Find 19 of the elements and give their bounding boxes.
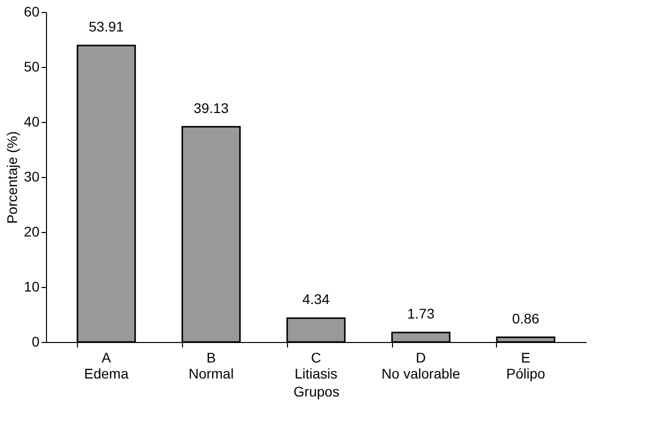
x-axis-title: Grupos: [294, 384, 340, 400]
y-tick-label: 60: [24, 4, 40, 20]
y-tick-label: 30: [24, 168, 40, 184]
data-label: 1.73: [407, 305, 435, 322]
data-label: 39.13: [194, 100, 229, 116]
x-tick-label: A Edema: [84, 350, 129, 382]
y-tick-label: 20: [24, 224, 40, 240]
x-tick-label: E Pólipo: [506, 350, 546, 382]
y-tick-label: 40: [24, 114, 40, 130]
data-label: 53.91: [88, 18, 124, 34]
x-tick-label: D No valorable: [382, 350, 460, 382]
x-tick-label: B Normal: [188, 350, 234, 382]
y-tick-label: 50: [24, 58, 40, 74]
data-label: 4.34: [302, 291, 330, 308]
y-tick-label: 10: [24, 278, 40, 294]
y-axis-title: Porcentaje (%): [4, 131, 20, 224]
x-tick-label: C Litiasis: [294, 350, 338, 382]
data-label: 0.86: [512, 310, 540, 326]
y-tick-label: 0: [32, 334, 40, 350]
